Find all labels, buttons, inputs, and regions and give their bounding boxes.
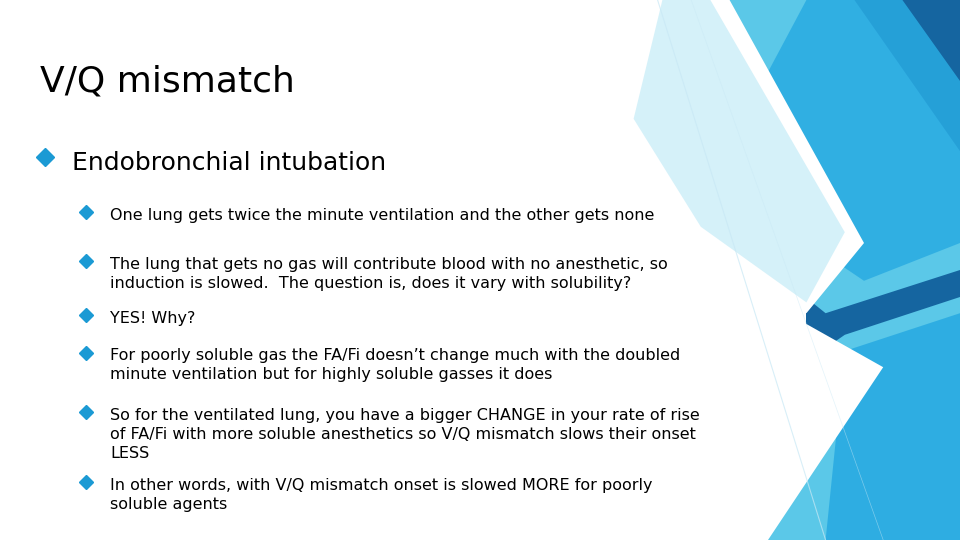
Text: The lung that gets no gas will contribute blood with no anesthetic, so
induction: The lung that gets no gas will contribut… — [110, 256, 668, 291]
Text: Endobronchial intubation: Endobronchial intubation — [72, 151, 386, 175]
Text: So for the ventilated lung, you have a bigger CHANGE in your rate of rise
of FA/: So for the ventilated lung, you have a b… — [110, 408, 700, 461]
Polygon shape — [634, 0, 845, 302]
Text: For poorly soluble gas the FA/Fi doesn’t change much with the doubled
minute ven: For poorly soluble gas the FA/Fi doesn’t… — [110, 348, 681, 382]
Polygon shape — [614, 0, 864, 313]
Polygon shape — [749, 0, 960, 281]
Text: In other words, with V/Q mismatch onset is slowed MORE for poorly
soluble agents: In other words, with V/Q mismatch onset … — [110, 478, 653, 512]
Polygon shape — [653, 0, 960, 313]
Polygon shape — [826, 313, 960, 540]
Polygon shape — [720, 297, 960, 540]
Polygon shape — [691, 324, 883, 540]
Text: One lung gets twice the minute ventilation and the other gets none: One lung gets twice the minute ventilati… — [110, 208, 655, 223]
Text: YES! Why?: YES! Why? — [110, 310, 196, 326]
Polygon shape — [806, 0, 960, 540]
Text: V/Q mismatch: V/Q mismatch — [40, 65, 295, 99]
